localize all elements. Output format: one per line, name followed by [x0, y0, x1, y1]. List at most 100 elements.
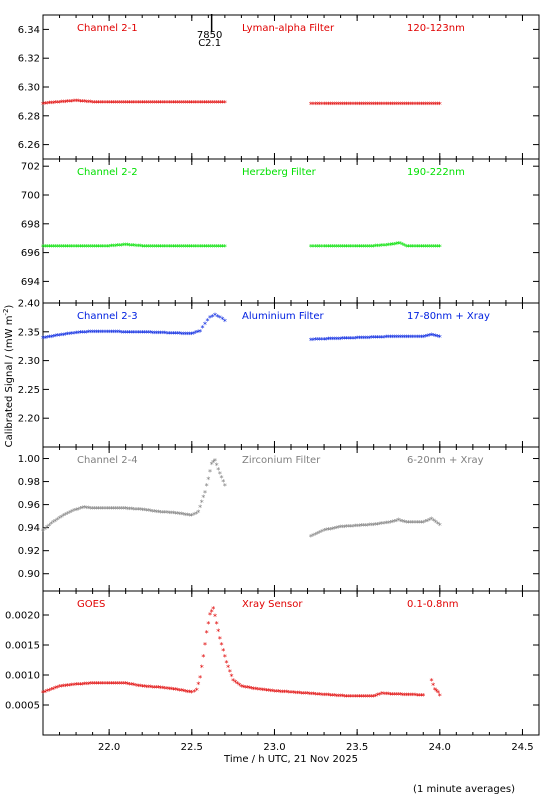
data-point: * [157, 330, 161, 339]
data-point: * [372, 521, 376, 530]
data-point: * [225, 659, 229, 668]
data-point: * [68, 243, 72, 252]
panel-frame [42, 158, 540, 304]
data-point: * [53, 99, 57, 108]
data-point: * [128, 505, 132, 514]
data-point: * [101, 505, 105, 514]
panel-2: 694 696 698 700 702 Channel 2-2 Herzberg Filte… [21, 158, 540, 304]
data-point: * [93, 243, 97, 252]
data-point: * [190, 512, 194, 521]
data-point: * [155, 99, 159, 108]
data-point: * [113, 329, 117, 338]
y-tick-label: 0.0015 [5, 641, 40, 652]
data-point: * [244, 684, 248, 693]
data-point: * [84, 680, 88, 689]
data-point: * [376, 242, 380, 251]
data-point: * [58, 683, 62, 692]
data-point: * [120, 329, 124, 338]
data-point: * [413, 334, 417, 343]
data-point: * [72, 243, 76, 252]
data-point: * [202, 243, 206, 252]
data-point: * [167, 99, 171, 108]
data-point: * [399, 517, 403, 526]
panel-3: 2.20 2.25 2.30 2.35 2.40 Channel 2-3 Aluminium… [18, 299, 540, 448]
data-point: * [89, 243, 93, 252]
data-point: * [409, 692, 413, 701]
data-point: * [332, 525, 336, 534]
data-point: * [311, 532, 315, 541]
data-point: * [146, 329, 150, 338]
data-point: * [113, 99, 117, 108]
data-point: * [326, 100, 330, 109]
data-point: * [339, 693, 343, 702]
data-point: * [80, 505, 84, 514]
data-point: * [407, 334, 411, 343]
panel-band-label: 120-123nm [407, 23, 465, 34]
data-point: * [179, 511, 183, 520]
y-tick-label: 0.98 [18, 477, 40, 488]
data-point: * [409, 334, 413, 343]
data-point: * [285, 689, 289, 698]
data-point: * [122, 505, 126, 514]
data-point: * [386, 691, 390, 700]
x-axis: 22.0 22.5 23.0 23.5 24.0 24.5 [98, 742, 534, 753]
data-point: * [359, 100, 363, 109]
data-point: * [421, 692, 425, 701]
data-point: * [157, 99, 161, 108]
data-point: * [322, 691, 326, 700]
data-point: * [138, 329, 142, 338]
data-point: * [223, 653, 227, 662]
data-point: * [62, 683, 66, 692]
data-point: * [91, 328, 95, 337]
data-point: * [117, 99, 121, 108]
data-point: * [132, 506, 136, 515]
data-point: * [337, 335, 341, 344]
data-point: * [95, 328, 99, 337]
data-point: * [177, 99, 181, 108]
data-point: * [192, 688, 196, 697]
data-point: * [55, 684, 59, 693]
data-point: * [86, 329, 90, 338]
data-point: * [107, 99, 111, 108]
data-point: * [221, 647, 225, 656]
data-point: * [409, 243, 413, 252]
data-point: * [82, 681, 86, 690]
data-point: * [403, 100, 407, 109]
data-point: * [41, 100, 45, 109]
data-point: * [218, 470, 222, 479]
data-point: * [188, 243, 192, 252]
data-point: * [415, 519, 419, 528]
data-point: * [41, 527, 45, 536]
data-point: * [177, 330, 181, 339]
data-point: * [432, 332, 436, 341]
data-point: * [241, 683, 245, 692]
data-point: * [388, 519, 392, 528]
data-point: * [235, 680, 239, 689]
data-point: * [190, 243, 194, 252]
data-point: * [351, 100, 355, 109]
data-point: * [117, 329, 121, 338]
data-point: * [163, 330, 167, 339]
data-point: * [365, 100, 369, 109]
data-point: * [117, 505, 121, 514]
data-point: * [382, 690, 386, 699]
data-point: * [347, 523, 351, 532]
data-point: * [326, 336, 330, 345]
data-point: * [128, 99, 132, 108]
data-point: * [70, 243, 74, 252]
data-point: * [384, 691, 388, 700]
data-point: * [272, 688, 276, 697]
panel-filter-label: Aluminium Filter [242, 311, 325, 322]
data-point: * [396, 240, 400, 249]
data-point: * [374, 334, 378, 343]
data-point: * [132, 682, 136, 691]
data-point: * [165, 509, 169, 518]
data-point: * [196, 680, 200, 689]
series-segment: ****************************************… [41, 97, 227, 109]
data-point: * [173, 330, 177, 339]
data-point: * [122, 329, 126, 338]
series-segment: ****************************************… [309, 516, 442, 542]
data-point: * [372, 243, 376, 252]
data-point: * [289, 689, 293, 698]
data-point: * [343, 523, 347, 532]
